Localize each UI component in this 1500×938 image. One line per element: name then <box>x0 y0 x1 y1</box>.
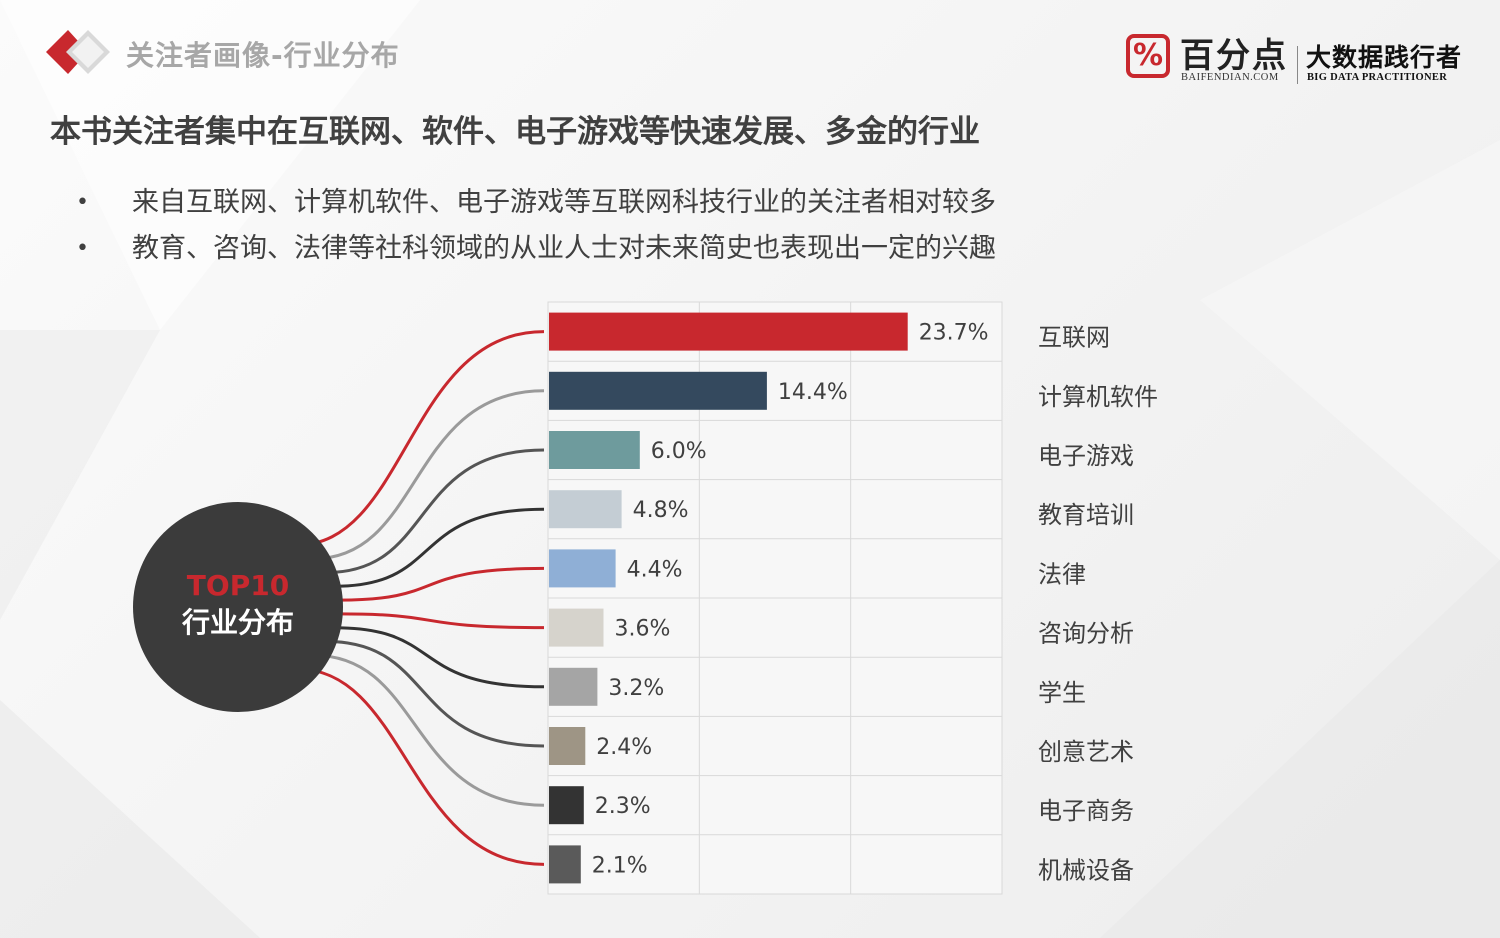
brand-slogan: 大数据践行者 <box>1306 43 1463 72</box>
bar <box>549 549 616 588</box>
circle-top-label: TOP10 <box>186 569 290 602</box>
bullet-list: • 来自互联网、计算机软件、电子游戏等互联网科技行业的关注者相对较多 • 教育、… <box>76 180 996 272</box>
category-label: 机械设备 <box>1038 856 1134 884</box>
category-label: 法律 <box>1038 560 1086 588</box>
circle-sub-label: 行业分布 <box>181 606 294 639</box>
percent-logo-icon: % <box>1126 34 1170 78</box>
bar <box>549 490 622 529</box>
connector-line <box>297 330 545 547</box>
bar <box>549 727 586 765</box>
value-label: 3.6% <box>615 617 671 642</box>
bullet-dot-icon: • <box>76 236 89 261</box>
connector-line <box>297 667 545 866</box>
value-label: 6.0% <box>651 439 707 464</box>
connector-line <box>313 389 545 561</box>
section-logo-icon <box>46 30 110 74</box>
brand-logo: % 百分点 BAIFENDIAN.COM 大数据践行者 BIG DATA PRA… <box>1126 32 1466 88</box>
category-label: 电子游戏 <box>1038 442 1134 470</box>
value-label: 3.2% <box>608 676 664 701</box>
bar <box>549 786 584 825</box>
connector-line <box>325 448 545 575</box>
value-label: 2.1% <box>592 853 648 878</box>
value-label: 2.4% <box>596 735 652 760</box>
connector-line <box>339 566 545 602</box>
bullet-text: 来自互联网、计算机软件、电子游戏等互联网科技行业的关注者相对较多 <box>132 187 996 218</box>
brand-divider <box>1297 46 1298 84</box>
connector-line <box>334 626 545 689</box>
connector-line <box>339 612 545 630</box>
bar <box>549 845 581 884</box>
section-title: 关注者画像-行业分布 <box>126 39 400 72</box>
value-label: 23.7% <box>919 321 989 346</box>
circle-label: TOP10 行业分布 <box>134 568 342 642</box>
bullet-text: 教育、咨询、法律等社科领域的从业人士对未来简史也表现出一定的兴趣 <box>132 233 996 264</box>
category-label: 互联网 <box>1038 324 1110 352</box>
bullet-item: • 来自互联网、计算机软件、电子游戏等互联网科技行业的关注者相对较多 <box>76 180 996 226</box>
bar <box>549 371 767 410</box>
category-label: 咨询分析 <box>1038 620 1134 648</box>
brand-domain: BAIFENDIAN.COM <box>1181 72 1279 83</box>
value-label: 14.4% <box>778 380 848 405</box>
brand-slogan-en: BIG DATA PRACTITIONER <box>1307 72 1448 83</box>
connector-line <box>334 507 545 588</box>
value-label: 4.4% <box>627 557 683 582</box>
page-headline: 本书关注者集中在互联网、软件、电子游戏等快速发展、多金的行业 <box>50 114 980 150</box>
bar <box>549 312 908 351</box>
category-label: 计算机软件 <box>1038 383 1158 411</box>
value-label: 4.8% <box>633 498 689 523</box>
top10-circle <box>133 502 343 712</box>
category-label: 电子商务 <box>1038 797 1134 825</box>
category-label: 学生 <box>1038 679 1086 707</box>
bullet-dot-icon: • <box>76 190 89 215</box>
bullet-item: • 教育、咨询、法律等社科领域的从业人士对未来简史也表现出一定的兴趣 <box>76 226 996 272</box>
bar <box>549 608 604 647</box>
bar <box>549 431 640 469</box>
bar <box>549 667 598 706</box>
category-label: 创意艺术 <box>1038 738 1134 766</box>
connector-line <box>313 653 545 807</box>
brand-name: 百分点 <box>1180 36 1288 76</box>
category-label: 教育培训 <box>1038 501 1134 529</box>
value-label: 2.3% <box>595 794 651 819</box>
connector-line <box>325 639 545 748</box>
